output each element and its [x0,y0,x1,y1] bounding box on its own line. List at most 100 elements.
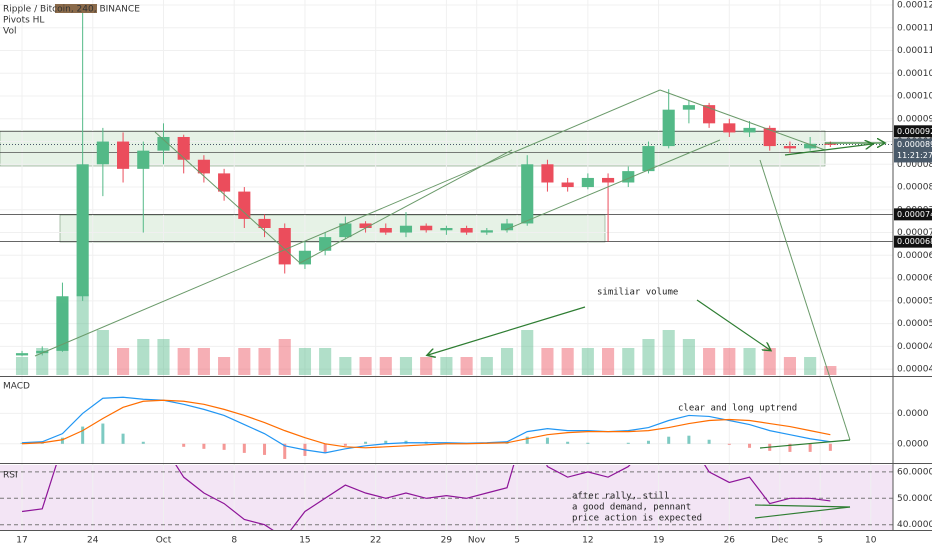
volume-bar [15,357,29,375]
volume-bar [319,348,332,375]
annotation: a good demand, pennant [572,503,691,513]
volume-bar [56,303,69,375]
y-tick-label: 0.00007000 [897,228,932,238]
macd-histogram [626,442,630,444]
indicator-name: Pivots HL [3,16,44,26]
volume-bar [359,357,372,375]
volume-bar [763,348,776,375]
obscured-box [55,4,97,13]
macd-histogram [586,442,590,444]
x-tick-label: Oct [156,536,172,546]
volume-bar [662,330,675,375]
volume-bar [460,357,473,375]
x-tick-label: 8 [231,536,237,546]
candle-body [36,350,49,354]
y-tick-label: 60.0000 [897,467,932,477]
candle-body [379,228,392,233]
volume-bar [76,294,89,375]
y-tick-label: 0.0000 [897,439,929,449]
volume-bar [298,348,312,375]
volume-bar [399,357,413,375]
price-series [15,5,837,375]
candle-body [642,146,655,172]
volume-bar [521,330,534,375]
candle-body [682,105,695,110]
y-tick-label: 0.00011000 [897,46,932,56]
macd-histogram [101,423,105,444]
indicator-name: Vol [3,27,16,37]
volume-bar [197,348,210,375]
candle-body [238,191,251,219]
x-tick-label: 22 [370,536,381,546]
macd-line [21,396,831,454]
y-tick-label: 40.0000 [897,520,932,530]
x-tick-label: 10 [865,536,877,546]
annotation: similiar volume [597,288,678,298]
volume-bar [278,339,291,375]
pane-title: RSI [3,471,18,481]
volume-bar [379,357,392,375]
macd-histogram [525,436,529,444]
candle-body [521,164,534,224]
x-tick-label: 5 [514,536,520,546]
candle-body [743,127,756,133]
x-tick-label: 26 [724,536,736,546]
annotation: after rally, still [572,492,670,502]
trendlines [34,89,851,441]
candle-body [278,228,291,265]
candle-body [460,228,473,233]
y-tick-label: 0.00004500 [897,342,932,352]
x-tick-label: 19 [653,536,665,546]
y-tick-label: 0.00005000 [897,319,932,329]
candle-body [420,225,433,231]
candle-body [96,141,109,165]
volume-bar [238,348,251,375]
candle-body [197,159,210,174]
candle-body [359,223,372,229]
macd-histogram [141,441,145,444]
y-tick-label: 0.00006500 [897,251,932,261]
volume-bar [541,348,554,375]
volume-bar [137,339,150,375]
volume-bar [703,348,716,375]
candle-body [662,109,675,147]
volume-bar [602,348,615,375]
candle-body [298,250,312,265]
level-tag [894,125,932,138]
macd-histogram [707,439,711,444]
candle-body [763,127,776,147]
macd-histogram [343,443,347,446]
candle-body [824,143,837,145]
volume-bar [581,348,594,375]
candle-body [177,136,190,160]
volume-bar [440,357,453,375]
y-tick-label: 0.0000 [897,409,929,419]
candle-body [258,218,271,229]
level-tag [894,208,932,221]
candle-body [804,143,817,149]
volume-bar [682,339,695,375]
candle-body [440,228,453,231]
y-tick-label: 0.00012000 [897,1,932,11]
candle-body [500,223,514,231]
volume-bar [36,348,49,375]
volume-bar [804,357,817,375]
arrows [428,143,884,519]
candle-body [723,123,736,133]
volume-bar [824,366,837,375]
macd-histogram [566,441,570,444]
level-label: 0.00007400 [897,210,932,219]
candle-body [399,225,413,233]
candle-body [622,171,635,183]
volume-bar [339,357,352,375]
y-tick-label: 0.00008500 [897,160,932,170]
symbol-title: Ripple / Bitcoin, 240, BINANCE [3,5,140,15]
x-tick-label: Nov [468,536,486,546]
y-tick-label: 0.00004000 [897,365,932,375]
candle-body [76,164,89,297]
candle-body [703,105,716,124]
x-tick-label: 24 [87,536,99,546]
level-label: 0.00009225 [897,127,932,136]
macd-histogram [748,443,752,448]
macd-histogram [182,443,186,447]
